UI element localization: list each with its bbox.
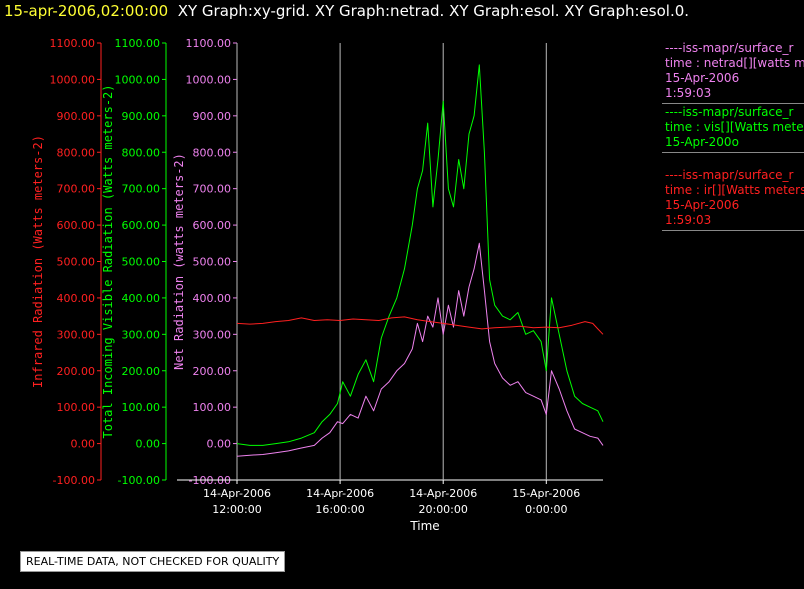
- y-tick-label: 0.00: [207, 438, 232, 451]
- legend-entry: ----iss-mapr/surface_r time : netrad[][wa…: [662, 40, 804, 104]
- y-tick-label: 200.00: [193, 365, 232, 378]
- x-tick-label-date: 14-Apr-2006: [203, 487, 271, 500]
- y-tick-label: 600.00: [193, 219, 232, 232]
- y-tick-label: 1100.00: [115, 37, 161, 50]
- x-tick-label-time: 0:00:00: [525, 503, 567, 516]
- y-tick-label: 1000.00: [50, 73, 96, 86]
- y-axis-label-net: Net Radiation (watts meters-2): [172, 153, 186, 370]
- y-tick-label: 900.00: [122, 110, 161, 123]
- y-tick-label: 900.00: [193, 110, 232, 123]
- y-tick-label: 400.00: [193, 292, 232, 305]
- legend-line: 1:59:03: [665, 213, 712, 227]
- legend: ----iss-mapr/surface_r time : netrad[][wa…: [662, 40, 804, 231]
- legend-line: time : ir[][Watts meters: [665, 183, 804, 197]
- y-tick-label: 1100.00: [186, 37, 232, 50]
- x-tick-label-time: 12:00:00: [212, 503, 261, 516]
- y-tick-label: 1100.00: [50, 37, 96, 50]
- legend-line: 15-Apr-200o: [665, 135, 739, 149]
- legend-entry: ----iss-mapr/surface_r time : vis[][Watts…: [662, 104, 804, 153]
- y-tick-label: 400.00: [122, 292, 161, 305]
- y-tick-label: 600.00: [122, 219, 161, 232]
- y-tick-label: 1000.00: [115, 73, 161, 86]
- legend-line: ----iss-mapr/surface_r: [665, 105, 794, 119]
- series-line-ir: [236, 316, 604, 335]
- y-tick-label: 200.00: [57, 365, 96, 378]
- graph-list: XY Graph:xy-grid. XY Graph:netrad. XY Gr…: [177, 2, 690, 20]
- y-tick-label: 100.00: [57, 401, 96, 414]
- x-tick-label-date: 15-Apr-2006: [512, 487, 580, 500]
- y-tick-label: 700.00: [122, 183, 161, 196]
- x-tick-label-time: 20:00:00: [418, 503, 467, 516]
- y-tick-label: 600.00: [57, 219, 96, 232]
- timestamp: 15-apr-2006,02:00:00: [4, 2, 169, 20]
- x-tick-label-time: 16:00:00: [315, 503, 364, 516]
- y-tick-label: -100.00: [118, 474, 160, 487]
- y-tick-label: 900.00: [57, 110, 96, 123]
- y-tick-label: 300.00: [57, 328, 96, 341]
- y-tick-label: 800.00: [193, 146, 232, 159]
- y-tick-label: 400.00: [57, 292, 96, 305]
- y-axis-net: -100.000.00100.00200.00300.00400.00500.0…: [172, 37, 238, 487]
- legend-line: ----iss-mapr/surface_r: [665, 41, 794, 55]
- y-axis-label-ir: Infrared Radiation (Watts meters-2): [31, 135, 45, 388]
- y-tick-label: 700.00: [193, 183, 232, 196]
- y-axis-vis: -100.00 0.00 100.00 200.00 300.00 400.00 500.0…: [101, 37, 167, 487]
- y-tick-label: 100.00: [193, 401, 232, 414]
- y-tick-label: 500.00: [193, 256, 232, 269]
- legend-entry: ----iss-mapr/surface_r time : ir[][Watts …: [662, 167, 804, 231]
- y-tick-label: 500.00: [57, 256, 96, 269]
- y-tick-label: 500.00: [122, 256, 161, 269]
- legend-line: 15-Apr-2006: [665, 71, 740, 85]
- x-axis-label: Time: [409, 519, 439, 533]
- y-axis-label-vis: Total Incoming Visible Radiation (Watts …: [101, 84, 115, 438]
- header-bar: 15-apr-2006,02:00:00 XY Graph:xy-grid. X…: [4, 2, 689, 20]
- legend-line: ----iss-mapr/surface_r: [665, 168, 794, 182]
- x-tick-label-date: 14-Apr-2006: [306, 487, 374, 500]
- series-line-vis: [236, 64, 604, 446]
- legend-line: 15-Apr-2006: [665, 198, 740, 212]
- legend-line: time : netrad[][watts m: [665, 56, 804, 70]
- x-axis: 14-Apr-2006 12:00:00 14-Apr-2006 16:00:00 14…: [177, 479, 603, 533]
- y-tick-label: 0.00: [71, 438, 96, 451]
- y-tick-label: 0.00: [136, 438, 161, 451]
- legend-line: time : vis[][Watts meter: [665, 120, 804, 134]
- y-tick-label: 300.00: [193, 328, 232, 341]
- quality-notice: REAL-TIME DATA, NOT CHECKED FOR QUALITY: [20, 551, 286, 572]
- y-tick-label: 700.00: [57, 183, 96, 196]
- y-tick-label: 100.00: [122, 401, 161, 414]
- series-line-netrad: [236, 242, 604, 457]
- y-axis-ir: -100.00 0.00 100.00 200.00 300.00 400.00 500.0…: [31, 37, 102, 487]
- y-tick-label: 1000.00: [186, 73, 232, 86]
- y-tick-label: 300.00: [122, 328, 161, 341]
- y-tick-label: 800.00: [57, 146, 96, 159]
- y-tick-label: 200.00: [122, 365, 161, 378]
- y-tick-label: 800.00: [122, 146, 161, 159]
- legend-line: 1:59:03: [665, 86, 712, 100]
- x-tick-label-date: 14-Apr-2006: [409, 487, 477, 500]
- y-tick-label: -100.00: [53, 474, 95, 487]
